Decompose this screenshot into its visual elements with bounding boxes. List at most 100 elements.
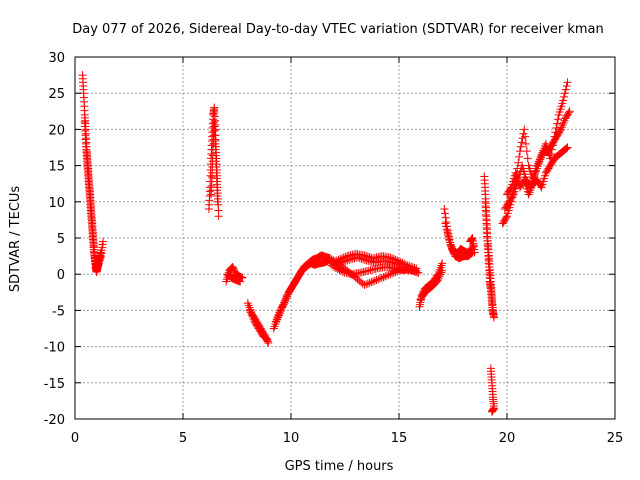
data-point	[279, 300, 288, 309]
data-point	[370, 276, 379, 285]
data-point	[403, 261, 412, 270]
data-point	[214, 212, 223, 221]
data-point	[365, 278, 374, 287]
data-point	[563, 78, 572, 87]
data-point	[565, 107, 574, 116]
x-tick-label: 0	[71, 431, 79, 446]
data-point	[523, 154, 532, 163]
data-point	[213, 197, 222, 206]
data-point	[377, 273, 386, 282]
data-point	[262, 334, 271, 343]
data-point	[508, 192, 517, 201]
chart-title: Day 077 of 2026, Sidereal Day-to-day VTE…	[72, 22, 604, 37]
y-tick-label: 0	[57, 268, 65, 283]
data-point	[337, 267, 346, 276]
data-point	[374, 275, 383, 284]
data-point	[562, 81, 571, 90]
data-point	[96, 248, 105, 257]
data-point	[435, 272, 444, 281]
data-point	[329, 260, 338, 269]
data-point	[414, 268, 423, 277]
data-point	[382, 271, 391, 280]
x-tick-label: 20	[499, 431, 516, 446]
tick-labels: 0 5 10 15 20 25 -20 -15 -10 -5 0 5 10 15 20 25 30	[44, 51, 624, 446]
y-tick-label: -15	[44, 377, 65, 392]
data-point	[519, 177, 528, 186]
data-point	[564, 108, 573, 117]
y-tick-label: -5	[52, 304, 65, 319]
data-point	[437, 268, 446, 277]
grid-lines	[75, 57, 615, 419]
y-tick-label: 30	[48, 51, 65, 66]
data-point	[389, 268, 398, 277]
data-point	[359, 255, 368, 264]
data-point	[561, 144, 570, 153]
data-point	[335, 266, 344, 275]
data-point	[515, 152, 524, 161]
x-axis-label: GPS time / hours	[285, 459, 394, 474]
data-point	[336, 258, 345, 267]
data-point	[445, 236, 454, 245]
data-point	[99, 237, 108, 246]
data-point	[388, 269, 397, 278]
data-point	[263, 335, 272, 344]
data-point	[438, 266, 447, 275]
data-point	[516, 142, 525, 151]
axis-ticks	[74, 56, 616, 420]
data-point	[261, 333, 270, 342]
data-point	[536, 181, 545, 190]
data-point	[375, 274, 384, 283]
data-point	[328, 261, 337, 270]
y-tick-label: -10	[44, 341, 65, 356]
data-point	[236, 277, 245, 286]
data-point	[522, 147, 531, 156]
data-point	[353, 253, 362, 262]
data-point	[434, 274, 443, 283]
data-point	[556, 126, 565, 135]
data-point	[562, 144, 571, 153]
data-point	[412, 264, 421, 273]
data-point	[381, 272, 390, 281]
data-point	[405, 262, 414, 271]
data-point	[264, 338, 273, 347]
data-point	[563, 143, 572, 152]
data-point	[340, 257, 349, 266]
data-point	[440, 205, 449, 214]
data-point	[331, 260, 340, 269]
y-tick-label: 10	[48, 196, 65, 211]
data-point	[515, 147, 524, 156]
data-point	[384, 270, 393, 279]
data-point	[436, 270, 445, 279]
data-point	[397, 260, 406, 269]
x-tick-label: 10	[283, 431, 300, 446]
data-point	[386, 270, 395, 279]
data-point	[379, 273, 388, 282]
data-point	[560, 89, 569, 98]
data-point	[553, 119, 562, 128]
data-point	[407, 262, 416, 271]
data-points	[78, 71, 574, 416]
data-point	[561, 85, 570, 94]
data-point	[466, 237, 475, 246]
data-point	[362, 280, 371, 289]
data-point	[438, 259, 447, 268]
data-point	[521, 132, 530, 141]
data-point	[355, 254, 364, 263]
data-point	[357, 254, 366, 263]
data-point	[363, 279, 372, 288]
y-tick-label: 15	[48, 160, 65, 175]
y-tick-label: 5	[57, 232, 65, 247]
data-point	[343, 256, 352, 265]
x-tick-label: 5	[179, 431, 187, 446]
y-tick-label: 20	[48, 123, 65, 138]
data-point	[520, 125, 529, 134]
data-point	[367, 278, 376, 287]
data-point	[506, 184, 515, 193]
data-point	[341, 256, 350, 265]
data-point	[338, 258, 347, 267]
y-tick-label: 25	[48, 87, 65, 102]
data-point	[372, 275, 381, 284]
data-point	[466, 249, 475, 258]
data-point	[410, 263, 419, 272]
data-point	[369, 277, 378, 286]
